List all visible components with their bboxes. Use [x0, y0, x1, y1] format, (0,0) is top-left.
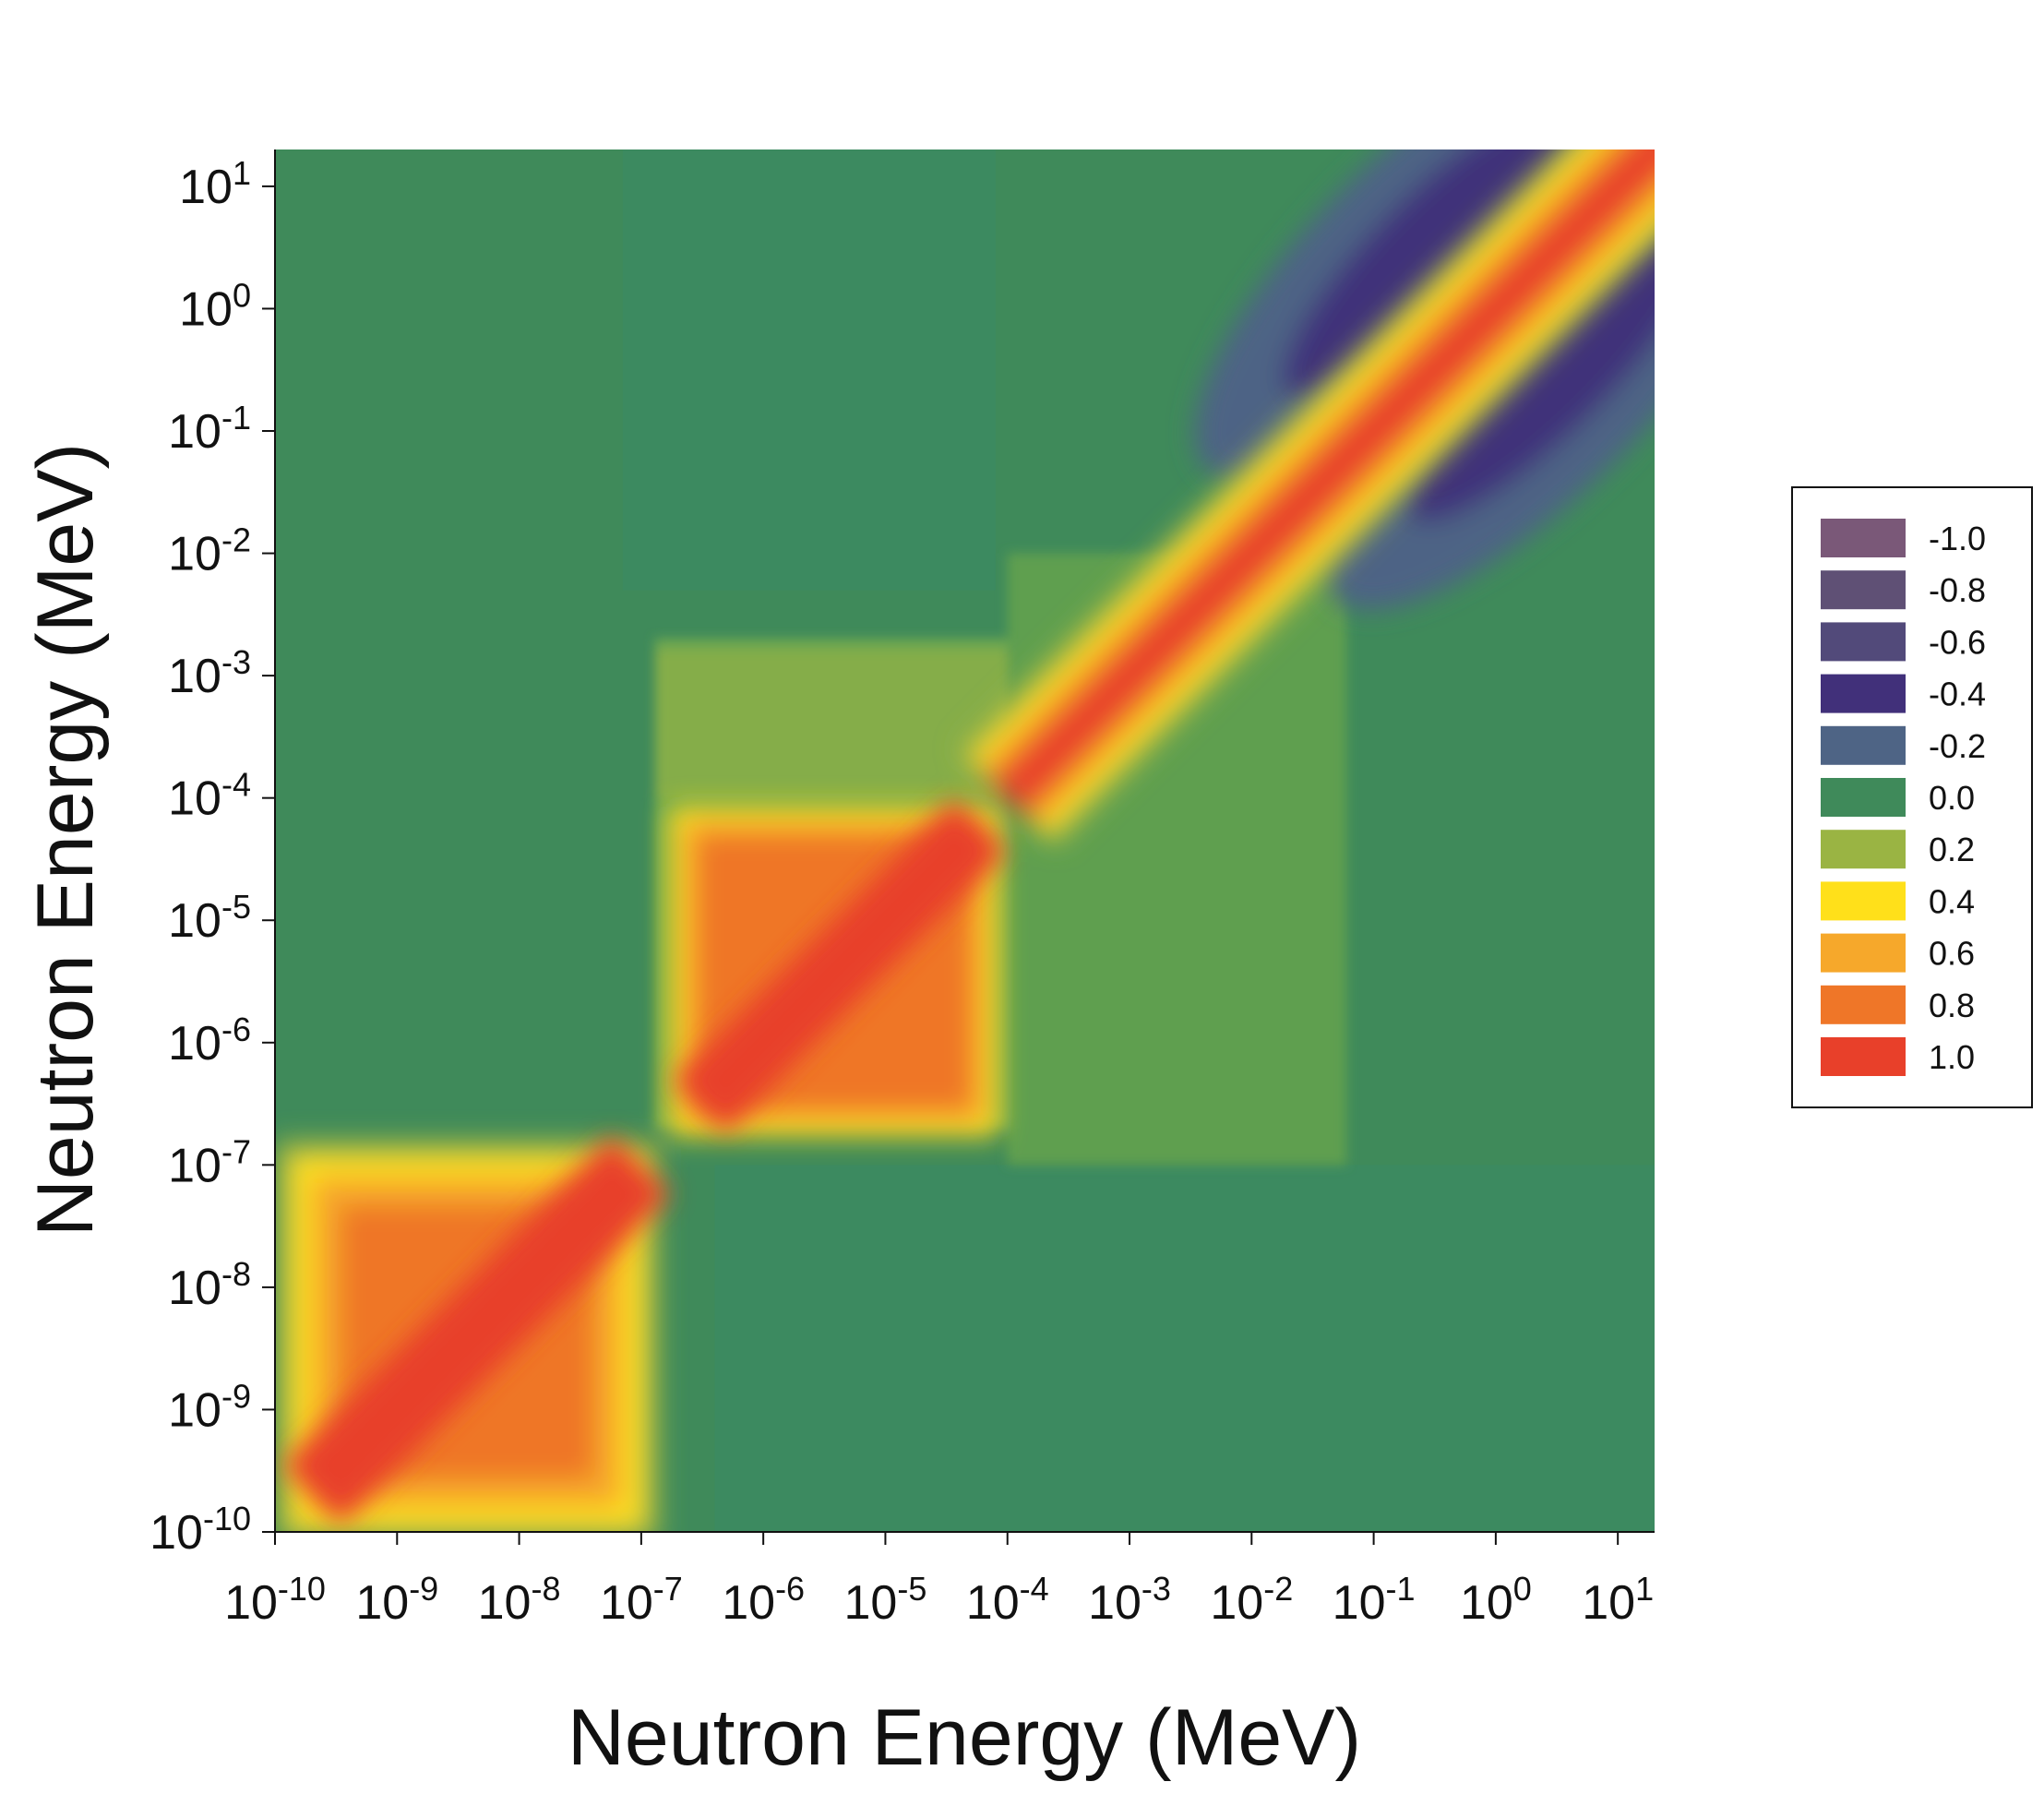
legend-label: -0.2	[1929, 727, 1986, 765]
legend-label: 1.0	[1929, 1038, 1975, 1076]
legend-label: 0.8	[1929, 987, 1975, 1024]
x-axis-title: Neutron Energy (MeV)	[568, 1693, 1361, 1782]
y-tick-label: 101	[179, 154, 251, 214]
x-tick-label: 101	[1582, 1570, 1654, 1630]
legend-swatch	[1821, 674, 1906, 713]
y-tick-label: 100	[179, 276, 251, 336]
x-tick-label: 10-2	[1210, 1570, 1293, 1630]
negative-lobes	[1194, 150, 1655, 610]
axes: 10-10 10-9 10-8 10-7 10-6 10-5 10-4 10-3 10-2 10-…	[149, 150, 1655, 1630]
x-tick-label: 10-10	[224, 1570, 326, 1630]
y-tick-label: 10-4	[168, 766, 251, 826]
legend-swatch	[1821, 622, 1906, 662]
legend: -1.0 -0.8 -0.6 -0.4 -0.2 0.0 0.2 0.4 0.6 0.8 1.0	[1791, 486, 2033, 1108]
y-tick-label: 10-7	[168, 1132, 251, 1192]
legend-label: 0.4	[1929, 882, 1975, 920]
legend-label: -0.4	[1929, 676, 1986, 713]
y-tick-label: 10-2	[168, 521, 251, 581]
x-tick-label: 10-6	[722, 1570, 805, 1630]
zero-panel-upper	[622, 150, 996, 591]
legend-swatch	[1821, 985, 1906, 1024]
legend-label: 0.6	[1929, 935, 1975, 973]
x-tick-label: 10-8	[478, 1570, 561, 1630]
legend-label: 0.0	[1929, 779, 1975, 817]
y-tick-label: 10-6	[168, 1011, 251, 1070]
legend-swatch	[1821, 830, 1906, 869]
x-tick-label: 10-7	[600, 1570, 683, 1630]
legend-swatch	[1821, 881, 1906, 921]
legend-label: -0.6	[1929, 623, 1986, 661]
legend-swatch	[1821, 570, 1906, 610]
legend-swatch	[1821, 933, 1906, 973]
legend-label: -0.8	[1929, 571, 1986, 609]
diagonal-band	[281, 150, 1655, 1525]
legend-label: 0.2	[1929, 831, 1975, 868]
x-tick-label: 10-3	[1088, 1570, 1171, 1630]
legend-swatch	[1821, 778, 1906, 817]
y-tick-label: 10-8	[168, 1255, 251, 1315]
legend-swatch	[1821, 725, 1906, 765]
y-tick-label: 10-3	[168, 643, 251, 703]
legend-label: -1.0	[1929, 520, 1986, 557]
y-tick-label: 10-9	[168, 1377, 251, 1437]
y-tick-label: 10-1	[168, 399, 251, 459]
y-axis-title: Neutron Energy (MeV)	[21, 443, 110, 1237]
zero-panel-lower	[714, 1165, 1655, 1532]
x-tick-label: 10-5	[844, 1570, 927, 1630]
x-tick-label: 10-1	[1333, 1570, 1416, 1630]
legend-swatch	[1821, 1037, 1906, 1076]
y-tick-label: 10-5	[168, 888, 251, 948]
legend-swatch	[1821, 519, 1906, 557]
x-tick-label: 100	[1460, 1570, 1532, 1630]
x-tick-label: 10-4	[966, 1570, 1049, 1630]
plot-area	[275, 150, 1655, 1532]
x-tick-label: 10-9	[355, 1570, 438, 1630]
y-tick-label: 10-10	[149, 1500, 251, 1560]
